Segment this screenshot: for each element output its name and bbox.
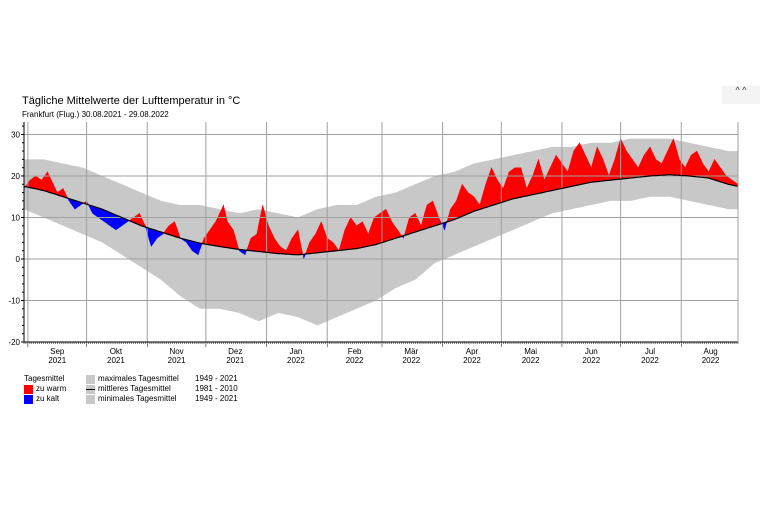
- legend-min-period: 1949 - 2021: [195, 394, 238, 403]
- legend-cold-swatch: [24, 394, 33, 404]
- y-tick-label: 0: [16, 255, 21, 264]
- legend-daily-mean-label: Tagesmittel: [24, 374, 65, 383]
- mean-temperature-line: [23, 174, 739, 256]
- legend-max-swatch: [86, 374, 95, 384]
- y-tick-label: 10: [11, 213, 20, 222]
- month-label: Jun: [585, 347, 598, 356]
- legend-too-cold-label: zu kalt: [36, 394, 60, 403]
- legend-climate: maximales Tagesmittel 1949 - 2021 mittler…: [86, 374, 238, 404]
- month-year-label: 2022: [522, 356, 540, 365]
- month-label: Mai: [524, 347, 537, 356]
- month-year-label: 2022: [582, 356, 600, 365]
- legend-too-warm-label: zu warm: [36, 384, 67, 393]
- month-label: Apr: [466, 347, 479, 356]
- y-tick-label: -20: [8, 338, 20, 347]
- month-year-label: 2021: [168, 356, 186, 365]
- legend-daily: Tagesmittel zu warm zu kalt: [24, 374, 66, 404]
- month-year-label: 2022: [287, 356, 305, 365]
- month-year-label: 2021: [48, 356, 66, 365]
- month-label: Dez: [228, 347, 242, 356]
- y-tick-label: 20: [11, 172, 20, 181]
- chart-title: Tägliche Mittelwerte der Lufttemperatur …: [22, 95, 241, 107]
- month-year-label: 2022: [346, 356, 364, 365]
- collapse-icon[interactable]: ^ ^: [722, 86, 760, 104]
- legend-max-label: maximales Tagesmittel: [98, 374, 179, 383]
- month-label: Jul: [645, 347, 655, 356]
- y-tick-label: 30: [11, 130, 20, 139]
- month-year-label: 2022: [402, 356, 420, 365]
- legend-mean-label: mittleres Tagesmittel: [98, 384, 171, 393]
- month-label: Okt: [110, 347, 123, 356]
- legend-max-period: 1949 - 2021: [195, 374, 238, 383]
- chart-subtitle: Frankfurt (Flug.) 30.08.2021 - 29.08.202…: [22, 110, 169, 119]
- month-label: Mär: [404, 347, 418, 356]
- legend-min-label: minimales Tagesmittel: [98, 394, 177, 403]
- month-year-label: 2022: [463, 356, 481, 365]
- legend-min-swatch: [86, 394, 95, 404]
- legend-warm-swatch: [24, 384, 33, 394]
- month-year-label: 2022: [702, 356, 720, 365]
- month-year-label: 2022: [641, 356, 659, 365]
- legend-mean-period: 1981 - 2010: [195, 384, 238, 393]
- legend-mean-swatch: [86, 384, 95, 394]
- month-year-label: 2021: [107, 356, 125, 365]
- month-label: Aug: [703, 347, 717, 356]
- y-tick-label: -10: [8, 296, 20, 305]
- month-label: Feb: [348, 347, 362, 356]
- month-label: Nov: [169, 347, 183, 356]
- month-label: Jan: [289, 347, 302, 356]
- month-year-label: 2021: [226, 356, 244, 365]
- month-label: Sep: [50, 347, 65, 356]
